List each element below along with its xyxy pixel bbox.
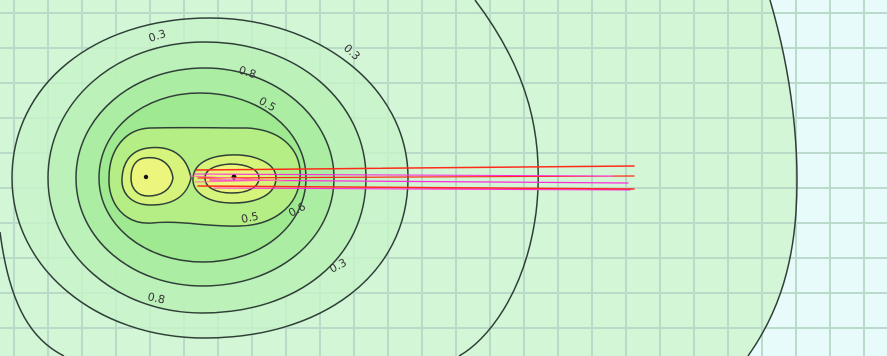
contour-line-1 [11,17,409,339]
contour-line-3 [75,67,335,287]
plume-magenta-bottom [213,187,631,191]
plume-pink-short-2 [189,175,286,182]
contour-label-inner-bottom: 0.5 [240,210,260,226]
plume-magenta-top [193,173,613,177]
contour-label-lower-left: 0.8 [146,290,166,306]
contour-label-mid-top: 0.8 [237,63,258,81]
contour-lines [0,0,798,356]
contour-line-4 [98,92,307,263]
contour-line-2 [47,41,367,314]
contour-line-5 [108,126,301,227]
contour-line-7-right [204,163,260,194]
contour-label-outer-top: 0.3 [147,27,168,45]
left-source-point [143,174,149,180]
plume-red-bottom [197,185,635,190]
contour-line-outermost [0,0,798,356]
contour-line-7-left [130,156,174,197]
plume-red-middle [197,175,635,179]
contour-line-6-left [121,146,192,206]
contour-line-6-right [192,154,277,204]
plume-red-top [195,165,635,171]
plume-streaks [189,165,635,191]
